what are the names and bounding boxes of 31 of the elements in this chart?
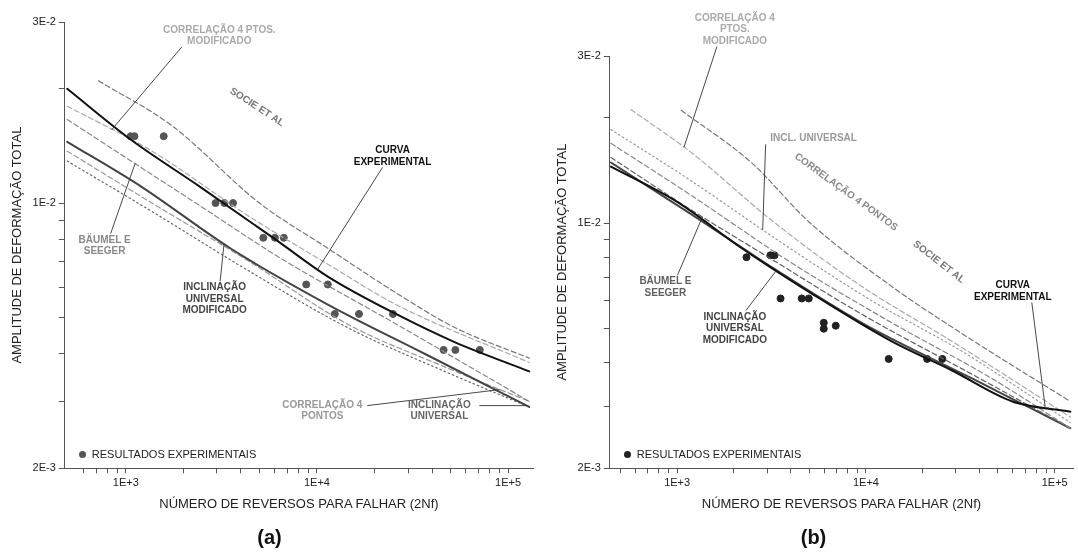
x-axis-title: NÚMERO DE REVERSOS PARA FALHAR (2Nf): [159, 495, 439, 511]
x-tick-label: 1E+5: [495, 475, 522, 488]
text: INCLINAÇÃO UNIVERSAL MODIFICADO: [701, 310, 769, 346]
text: (a): [257, 525, 282, 548]
legend-label: RESULTADOS EXPERIMENTAIS: [636, 448, 802, 461]
x-tick-label: 1E+5: [1041, 475, 1068, 488]
text: CURVA EXPERIMENTAL: [352, 144, 433, 168]
y-axis-title: AMPLITUDE DE DEFORMAÇÃO TOTAL: [554, 143, 570, 381]
x-axis-title: NÚMERO DE REVERSOS PARA FALHAR (2Nf): [701, 495, 982, 511]
text: BÄUMEL E SEEGER: [638, 275, 693, 299]
y-tick-label: 1E-2: [577, 216, 601, 229]
y-tick-label: 3E-2: [577, 49, 601, 62]
y-tick-label: 1E-2: [32, 196, 56, 209]
x-tick-label: 1E+4: [852, 475, 879, 488]
text: (b): [800, 525, 827, 548]
y-tick-label: 3E-2: [32, 15, 56, 28]
text: BÄUMEL E SEEGER: [77, 233, 132, 257]
text: INCL. UNIVERSAL: [769, 132, 858, 144]
y-tick-label: 2E-3: [577, 461, 601, 474]
text: CORRELAÇÃO 4 PONTOS: [281, 398, 364, 422]
text: CURVA EXPERIMENTAL: [972, 279, 1053, 303]
text: CORRELAÇÃO 4 PTOS. MODIFICADO: [693, 11, 776, 47]
legend-label: RESULTADOS EXPERIMENTAIS: [91, 448, 257, 461]
series-label: INCLINAÇÃO UNIVERSAL MODIFICADO: [181, 281, 248, 316]
series-label: INCLINAÇÃO UNIVERSAL: [406, 398, 472, 422]
x-tick-label: 1E+3: [112, 475, 139, 488]
y-axis-title: AMPLITUDE DE DEFORMAÇÃO TOTAL: [9, 126, 25, 364]
x-tick-label: 1E+4: [303, 475, 330, 488]
x-tick-label: 1E+3: [664, 475, 691, 488]
text: CORRELAÇÃO 4 PTOS. MODIFICADO: [162, 23, 277, 47]
y-tick-label: 2E-3: [32, 461, 56, 474]
